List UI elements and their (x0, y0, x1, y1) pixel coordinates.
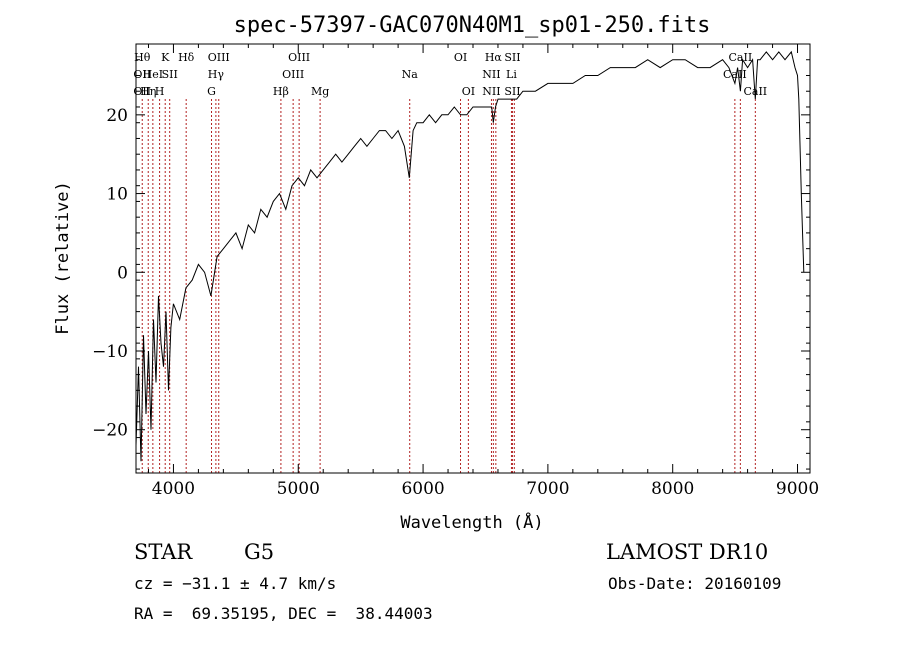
line-marker-label: OIII (208, 51, 230, 64)
line-marker-label: OII (133, 68, 151, 81)
y-tick-label: 10 (106, 185, 128, 205)
line-marker-label: SII (504, 85, 520, 98)
line-marker-label: Li (506, 68, 517, 81)
x-tick-label: 6000 (401, 479, 444, 499)
x-axis-label: Wavelength (Å) (400, 511, 543, 533)
line-marker-label: OI (454, 51, 467, 64)
y-axis-ticks: −20 −10 0 10 20 (92, 59, 810, 470)
line-marker-label: Hδ (178, 51, 195, 64)
x-tick-label: 5000 (277, 479, 320, 499)
line-marker-label: Hα (485, 51, 503, 64)
x-axis-ticks: 4000 5000 6000 7000 8000 9000 (147, 44, 819, 499)
line-marker-label: SII (162, 68, 178, 81)
x-tick-label: 9000 (776, 479, 819, 499)
line-marker-label: Hβ (273, 85, 289, 98)
x-tick-label: 8000 (651, 479, 694, 499)
object-subclass: G5 (244, 540, 275, 564)
y-tick-label: −10 (92, 342, 128, 362)
chart-title: spec-57397-GAC070N40M1_sp01-250.fits (234, 13, 711, 38)
x-tick-label: 4000 (152, 479, 195, 499)
y-tick-label: −20 (92, 421, 128, 441)
line-marker-label: OIII (288, 51, 310, 64)
line-marker-label: CaII (729, 51, 753, 64)
line-marker-label: OII (133, 85, 151, 98)
y-tick-label: 0 (117, 263, 128, 283)
line-marker-labels: HθOIIOIIHηHeIHKSIIHδGHγOIIIHβOIIIOIIIMgN… (133, 51, 767, 98)
line-marker-label: Hθ (134, 51, 151, 64)
line-marker-label: Hγ (208, 68, 225, 81)
plot-frame (135, 43, 811, 474)
line-marker-label: NII (482, 68, 500, 81)
object-type: STAR (134, 540, 193, 564)
coordinates: RA = 69.35195, DEC = 38.44003 (134, 604, 433, 623)
line-marker-label: HeI (143, 68, 163, 81)
line-markers (141, 99, 756, 473)
line-marker-label: SII (504, 51, 520, 64)
y-tick-label: 20 (106, 106, 128, 126)
line-marker-label: Hη (140, 85, 156, 98)
line-marker-label: Mg (311, 85, 329, 98)
line-marker-label: Na (402, 68, 419, 81)
line-marker-label: H (155, 85, 165, 98)
redshift-info: cz = −31.1 ± 4.7 km/s (134, 574, 337, 593)
line-marker-label: NII (482, 85, 500, 98)
line-marker-label: CaII (723, 68, 747, 81)
survey-name: LAMOST DR10 (606, 540, 769, 564)
spectrum-line (135, 50, 805, 462)
y-axis-label: Flux (relative) (53, 181, 73, 335)
line-marker-label: OI (462, 85, 475, 98)
line-marker-label: K (161, 51, 170, 64)
x-tick-label: 7000 (526, 479, 569, 499)
line-marker-label: G (207, 85, 216, 98)
observation-date: Obs-Date: 20160109 (608, 574, 782, 593)
line-marker-label: OIII (282, 68, 304, 81)
